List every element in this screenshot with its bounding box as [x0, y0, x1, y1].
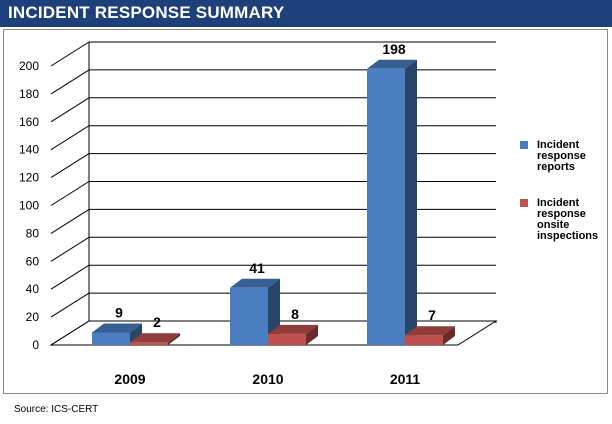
- legend-label: Incident: [537, 139, 580, 151]
- chart-title: INCIDENT RESPONSE SUMMARY: [8, 3, 285, 22]
- bar-top: [268, 324, 318, 334]
- bar: [367, 68, 405, 345]
- data-label: 9: [115, 304, 123, 320]
- x-tick-label: 2010: [252, 371, 283, 387]
- legend-label: response: [537, 208, 586, 220]
- x-tick-label: 2009: [114, 371, 145, 387]
- data-label: 198: [382, 41, 406, 57]
- gridline-depth: [50, 181, 90, 206]
- y-tick-label: 100: [19, 199, 39, 213]
- gridline-depth: [50, 292, 90, 318]
- gridline-depth: [50, 208, 90, 234]
- legend-swatch: [520, 199, 528, 207]
- y-tick-label: 120: [19, 171, 39, 185]
- bar-side: [405, 59, 417, 345]
- gridline-depth: [50, 97, 90, 123]
- y-tick-label: 180: [19, 87, 39, 101]
- y-tick-label: 200: [19, 59, 39, 73]
- gridline-depth: [50, 236, 90, 262]
- data-label: 8: [291, 306, 299, 322]
- bar: [230, 287, 268, 345]
- legend-label: onsite: [537, 219, 569, 231]
- bar-top: [367, 59, 417, 69]
- bar-side: [443, 326, 455, 345]
- legend-swatch: [520, 141, 528, 149]
- bar-side: [168, 333, 180, 345]
- x-tick-label: 2011: [390, 371, 421, 387]
- title-banner: INCIDENT RESPONSE SUMMARY: [0, 0, 612, 27]
- bar-top: [130, 333, 180, 343]
- chart-frame: [3, 29, 608, 394]
- y-tick-label: 20: [26, 310, 40, 324]
- data-label: 7: [428, 307, 436, 323]
- legend-label: reports: [537, 161, 575, 173]
- y-tick-label: 160: [19, 115, 39, 129]
- bar: [268, 333, 306, 345]
- y-tick-label: 40: [26, 282, 40, 296]
- bar-top: [92, 323, 142, 333]
- y-tick-label: 80: [26, 226, 40, 240]
- legend-label: inspections: [537, 230, 598, 242]
- source-note: Source: ICS-CERT: [14, 404, 99, 415]
- gridline-depth: [50, 264, 90, 290]
- bar-side: [306, 324, 318, 345]
- gridline-depth: [50, 41, 90, 67]
- bar: [92, 332, 130, 345]
- gridline-depth: [50, 125, 90, 151]
- legend-label: response: [537, 150, 586, 162]
- y-tick-label: 140: [19, 143, 39, 157]
- gridline-depth: [50, 69, 90, 95]
- y-tick-label: 60: [26, 254, 40, 268]
- bar-top: [405, 326, 455, 336]
- bar: [405, 335, 443, 345]
- bar-side: [130, 323, 142, 345]
- bar-top: [230, 278, 280, 288]
- y-tick-label: 0: [32, 338, 39, 352]
- data-label: 2: [153, 314, 161, 330]
- data-label: 41: [249, 260, 265, 276]
- bar: [130, 342, 168, 345]
- gridline-depth: [50, 153, 90, 179]
- legend-label: Incident: [537, 197, 580, 209]
